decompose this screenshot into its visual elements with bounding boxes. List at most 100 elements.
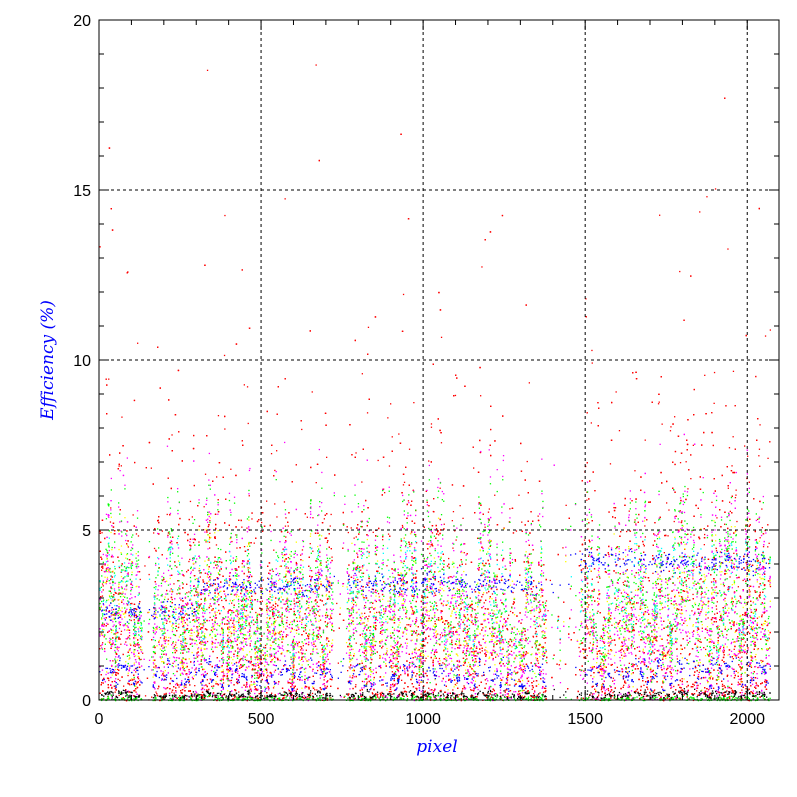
data-point: [421, 594, 423, 597]
data-point: [587, 528, 589, 530]
data-point: [451, 639, 453, 641]
data-point: [178, 686, 180, 688]
data-point: [766, 663, 768, 665]
data-point: [715, 586, 718, 588]
data-point: [477, 675, 479, 677]
data-point: [388, 465, 391, 467]
data-point: [184, 631, 186, 633]
data-point: [519, 639, 522, 642]
data-point: [165, 692, 167, 695]
data-point: [515, 530, 518, 532]
data-point: [727, 487, 729, 489]
data-point: [186, 571, 188, 573]
data-point: [666, 557, 668, 559]
data-point: [612, 680, 614, 682]
data-point: [137, 535, 140, 537]
data-point: [484, 526, 486, 528]
data-point: [176, 682, 178, 685]
data-point: [176, 593, 178, 595]
data-point: [297, 678, 299, 680]
data-point: [747, 569, 749, 571]
data-point: [669, 430, 672, 432]
data-point: [707, 689, 710, 691]
data-point: [311, 570, 313, 572]
data-point: [289, 608, 291, 610]
data-point: [590, 674, 592, 677]
data-point: [386, 565, 388, 567]
data-point: [638, 558, 641, 560]
data-point: [327, 658, 329, 661]
data-point: [263, 675, 265, 677]
data-point: [491, 593, 494, 595]
data-point: [451, 520, 453, 522]
data-point: [748, 674, 750, 676]
data-point: [521, 668, 523, 670]
data-point: [630, 695, 632, 697]
data-point: [761, 508, 763, 510]
data-point: [735, 489, 737, 491]
data-point: [433, 696, 435, 698]
data-point: [444, 634, 446, 636]
data-point: [587, 606, 589, 608]
data-point: [215, 544, 218, 546]
data-point: [276, 450, 278, 452]
data-point: [744, 528, 746, 530]
data-point: [361, 680, 364, 683]
data-point: [361, 373, 363, 375]
data-point: [299, 528, 301, 530]
data-point: [312, 517, 314, 519]
data-point: [727, 550, 729, 552]
data-point: [135, 683, 137, 685]
data-point: [266, 500, 268, 502]
data-point: [285, 536, 287, 538]
data-point: [466, 614, 469, 616]
data-point: [601, 636, 604, 639]
data-point: [542, 691, 545, 693]
data-point: [714, 188, 717, 190]
data-point: [442, 662, 444, 664]
data-point: [180, 640, 182, 642]
data-point: [585, 624, 587, 626]
data-point: [767, 457, 769, 459]
data-point: [135, 533, 138, 535]
data-point: [679, 270, 681, 273]
data-point: [716, 517, 718, 519]
data-point: [153, 532, 155, 534]
data-point: [588, 555, 590, 557]
data-point: [237, 612, 239, 614]
data-point: [377, 593, 380, 595]
data-point: [585, 657, 587, 659]
data-point: [223, 354, 226, 357]
data-point: [271, 692, 273, 694]
data-point: [625, 668, 627, 670]
data-point: [761, 527, 763, 529]
data-point: [322, 693, 324, 696]
data-point: [688, 577, 690, 580]
data-point: [496, 635, 498, 637]
data-point: [679, 462, 682, 464]
data-point: [623, 650, 625, 652]
data-point: [703, 603, 705, 605]
data-point: [279, 671, 281, 673]
data-point: [634, 519, 636, 521]
data-point: [282, 599, 284, 601]
data-point: [630, 548, 633, 550]
data-point: [294, 592, 297, 594]
data-point: [681, 678, 683, 680]
data-point: [269, 596, 271, 598]
data-point: [758, 448, 761, 450]
data-point: [120, 465, 122, 467]
data-point: [750, 666, 753, 668]
data-point: [484, 663, 486, 666]
data-point: [481, 675, 483, 677]
data-point: [457, 623, 459, 625]
data-point: [317, 629, 319, 632]
data-point: [327, 680, 329, 682]
data-point: [164, 640, 166, 642]
data-point: [428, 460, 430, 462]
data-point: [581, 642, 584, 644]
data-point: [747, 455, 749, 457]
data-point: [749, 590, 751, 593]
data-point: [383, 608, 385, 610]
data-point: [366, 681, 368, 683]
